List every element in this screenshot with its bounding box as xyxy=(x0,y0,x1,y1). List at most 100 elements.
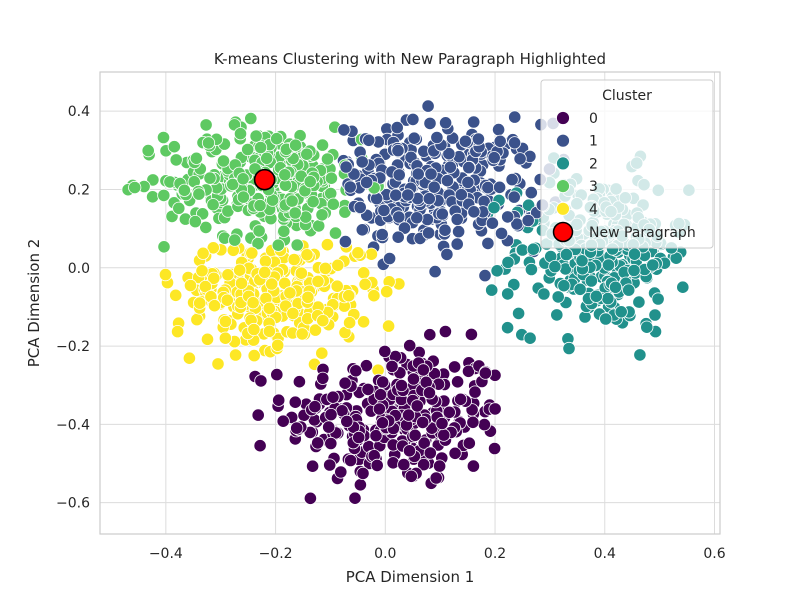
cluster-4-point xyxy=(182,351,196,365)
cluster-1-point xyxy=(397,221,412,235)
legend-box xyxy=(540,79,714,249)
cluster-4-point xyxy=(258,265,272,279)
cluster-3-point xyxy=(203,171,217,185)
cluster-1-point xyxy=(487,151,501,165)
cluster-1-point xyxy=(462,161,476,175)
cluster-0-point xyxy=(290,421,304,435)
cluster-4-point xyxy=(358,277,372,291)
cluster-4-point xyxy=(169,288,183,302)
cluster-0-point xyxy=(408,428,422,442)
legend-marker-cluster-2 xyxy=(556,156,570,171)
cluster-0-point xyxy=(322,420,336,434)
cluster-0-point xyxy=(416,415,430,429)
cluster-0-point xyxy=(404,469,418,483)
chart-title: K-means Clustering with New Paragraph Hi… xyxy=(214,50,606,68)
legend-marker-new-paragraph xyxy=(552,221,574,243)
cluster-4-point xyxy=(245,246,259,260)
cluster-0-point xyxy=(361,382,375,396)
cluster-1-point xyxy=(359,175,374,189)
cluster-3-point xyxy=(128,180,142,195)
cluster-0-point xyxy=(378,344,392,358)
cluster-4-point xyxy=(207,271,221,285)
cluster-3-point xyxy=(277,224,291,238)
cluster-1-point xyxy=(406,112,420,127)
cluster-1-point xyxy=(375,227,389,242)
legend: Cluster 0 1 2 3 4 New Paragraph xyxy=(540,79,714,249)
cluster-1-point xyxy=(513,152,527,166)
cluster-4-point xyxy=(380,285,394,299)
cluster-3-point xyxy=(167,140,181,154)
cluster-1-point xyxy=(454,188,468,202)
cluster-2-point xyxy=(614,305,628,319)
cluster-0-point xyxy=(438,324,452,339)
cluster-4-point xyxy=(283,286,297,300)
cluster-3-point xyxy=(172,201,186,215)
cluster-0-point xyxy=(356,466,370,480)
cluster-2-point xyxy=(608,280,623,294)
cluster-3-point xyxy=(228,233,242,247)
cluster-3-point xyxy=(271,238,285,252)
cluster-1-point xyxy=(442,147,456,161)
cluster-2-point xyxy=(632,295,646,309)
cluster-2-point xyxy=(627,247,642,261)
cluster-4-point xyxy=(234,276,249,290)
cluster-3-point xyxy=(270,132,284,146)
cluster-1-point xyxy=(382,251,397,266)
cluster-0-point xyxy=(323,458,337,472)
cluster-0-point xyxy=(437,428,451,442)
cluster-2-point xyxy=(524,262,539,277)
cluster-0-point xyxy=(402,444,417,458)
cluster-4-point xyxy=(218,331,232,345)
cluster-2-point xyxy=(511,306,526,320)
cluster-2-point xyxy=(589,289,603,303)
cluster-4-point xyxy=(271,338,285,352)
cluster-4-point xyxy=(171,324,185,339)
cluster-2-point xyxy=(485,283,499,297)
cluster-3-point xyxy=(177,183,191,197)
cluster-2-point xyxy=(601,291,615,306)
cluster-0-point xyxy=(370,458,384,472)
cluster-4-point xyxy=(229,348,243,362)
cluster-4-point xyxy=(195,264,209,278)
cluster-4-point xyxy=(190,312,204,327)
cluster-3-point xyxy=(201,136,216,150)
y-tick-label: 0.0 xyxy=(68,261,90,277)
cluster-0-point xyxy=(385,359,399,373)
cluster-4-point xyxy=(287,252,301,267)
cluster-1-point xyxy=(440,247,454,261)
y-tick-label: −0.4 xyxy=(56,417,90,433)
cluster-3-point xyxy=(315,208,329,222)
cluster-0-point xyxy=(464,327,478,341)
cluster-0-point xyxy=(417,457,431,472)
cluster-1-point xyxy=(377,203,391,217)
cluster-0-point xyxy=(466,459,480,473)
x-tick-label: −0.2 xyxy=(259,546,293,562)
cluster-4-point xyxy=(351,246,365,260)
cluster-1-point xyxy=(478,268,492,283)
cluster-0-point xyxy=(450,375,465,389)
cluster-1-point xyxy=(362,133,376,147)
cluster-2-point xyxy=(584,274,599,288)
cluster-4-point xyxy=(183,278,198,293)
cluster-2-point xyxy=(575,254,589,268)
cluster-2-point xyxy=(622,283,636,297)
cluster-4-point xyxy=(381,319,396,333)
cluster-3-point xyxy=(252,224,266,238)
cluster-4-point xyxy=(308,323,322,337)
cluster-1-point xyxy=(481,181,495,195)
cluster-2-point xyxy=(550,308,564,322)
cluster-4-point xyxy=(258,254,273,268)
legend-marker-cluster-4 xyxy=(556,201,570,216)
cluster-0-point xyxy=(343,453,358,468)
cluster-3-point xyxy=(328,226,343,240)
cluster-0-point xyxy=(373,388,388,402)
cluster-2-point xyxy=(487,201,501,215)
cluster-0-point xyxy=(410,399,424,413)
cluster-1-point xyxy=(401,188,415,202)
cluster-0-point xyxy=(487,441,502,456)
cluster-0-point xyxy=(417,436,431,450)
cluster-1-point xyxy=(467,115,481,129)
cluster-4-point xyxy=(315,346,329,360)
cluster-3-point xyxy=(288,138,303,152)
